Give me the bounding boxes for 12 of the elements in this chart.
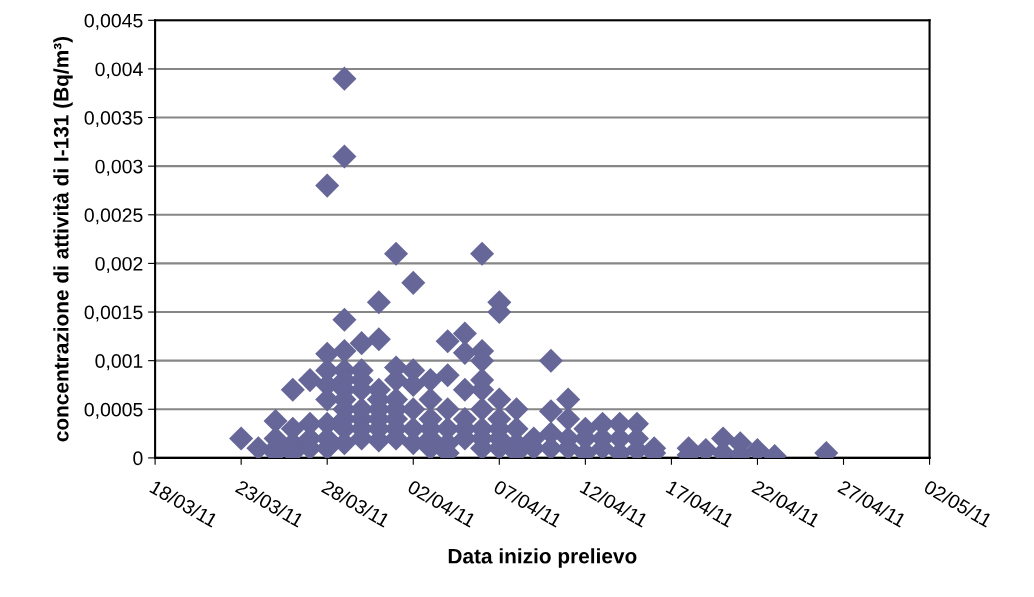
y-tick-label: 0 (133, 451, 143, 466)
x-axis-title: Data inizio prelievo (448, 548, 637, 568)
y-tick-label: 0,0015 (84, 305, 143, 322)
y-tick-label: 0,003 (95, 159, 143, 176)
y-tick-label: 0,004 (95, 62, 143, 79)
y-tick-label: 0,002 (95, 256, 143, 273)
y-axis-title: concentrazione di attività di I-131 (Bq/m³) (53, 36, 73, 442)
y-tick-label: 0,0025 (84, 208, 143, 225)
y-tick-label: 0,0005 (84, 402, 143, 419)
y-tick-label: 0,0035 (84, 111, 143, 128)
y-tick-label: 0,0045 (84, 13, 143, 30)
y-tick-label: 0,001 (95, 354, 143, 371)
